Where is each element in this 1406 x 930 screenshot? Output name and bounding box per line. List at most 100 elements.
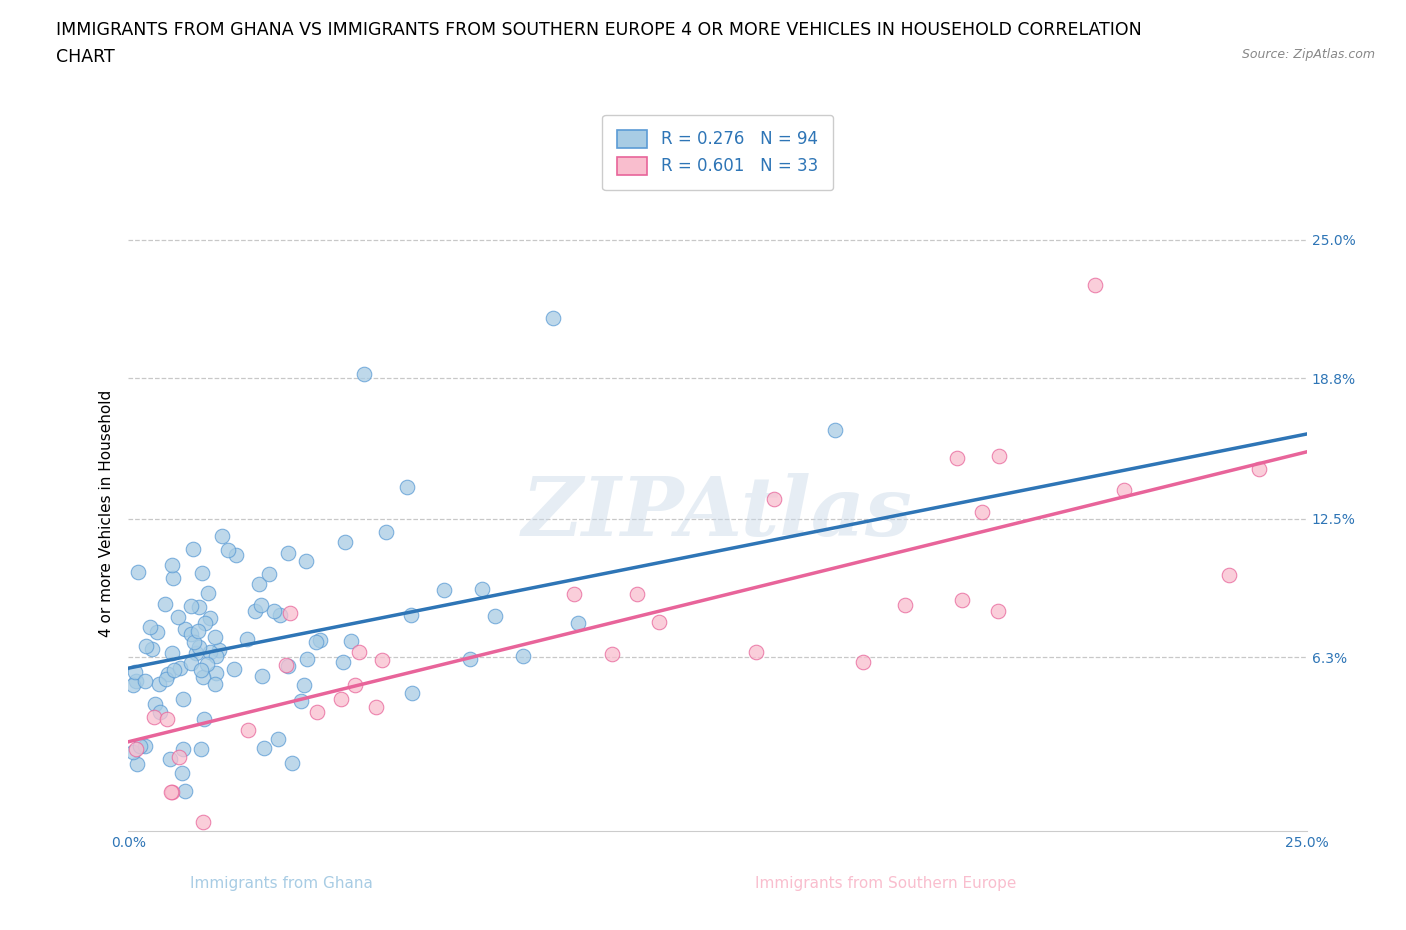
Point [122, 745, 145, 760]
Point [180, 656, 202, 671]
Text: Source: ZipAtlas.com: Source: ZipAtlas.com [1241, 48, 1375, 61]
Point [950, 592, 973, 607]
Point [190, 663, 212, 678]
Point [562, 586, 585, 601]
Point [343, 678, 366, 693]
Point [236, 631, 259, 646]
Point [894, 598, 917, 613]
Point [162, 570, 184, 585]
Point [332, 655, 354, 670]
Point [252, 669, 274, 684]
Point [541, 311, 564, 325]
Point [145, 624, 167, 639]
Text: IMMIGRANTS FROM GHANA VS IMMIGRANTS FROM SOUTHERN EUROPE 4 OR MORE VEHICLES IN H: IMMIGRANTS FROM GHANA VS IMMIGRANTS FROM… [56, 21, 1142, 39]
Point [169, 660, 191, 675]
Point [166, 610, 188, 625]
Point [238, 723, 260, 737]
Point [172, 692, 194, 707]
Point [186, 645, 208, 660]
Point [191, 670, 214, 684]
Point [247, 577, 270, 591]
Point [276, 658, 298, 672]
Point [200, 644, 222, 659]
Point [396, 480, 419, 495]
Point [309, 632, 332, 647]
Point [1114, 483, 1136, 498]
Point [399, 607, 422, 622]
Text: ZIPAtlas: ZIPAtlas [522, 473, 912, 553]
Point [153, 597, 176, 612]
Point [141, 641, 163, 656]
Point [125, 741, 148, 756]
Point [135, 639, 157, 654]
Point [208, 643, 231, 658]
Point [946, 451, 969, 466]
Point [188, 600, 211, 615]
Point [160, 557, 183, 572]
Point [972, 505, 994, 520]
Point [374, 525, 396, 539]
Point [648, 615, 671, 630]
Point [217, 542, 239, 557]
Point [148, 676, 170, 691]
Point [160, 784, 183, 799]
Point [188, 640, 211, 655]
Point [401, 685, 423, 700]
Point [138, 620, 160, 635]
Point [125, 757, 148, 772]
Point [134, 673, 156, 688]
Point [194, 616, 217, 631]
Point [364, 700, 387, 715]
Point [347, 644, 370, 659]
Text: Immigrants from Ghana: Immigrants from Ghana [190, 876, 373, 891]
Point [173, 783, 195, 798]
Point [225, 547, 247, 562]
Point [222, 661, 245, 676]
Legend: R = 0.276   N = 94, R = 0.601   N = 33: R = 0.276 N = 94, R = 0.601 N = 33 [602, 114, 832, 191]
Point [252, 740, 274, 755]
Point [626, 586, 648, 601]
Point [159, 751, 181, 766]
Point [600, 647, 623, 662]
Point [1084, 277, 1107, 292]
Point [257, 566, 280, 581]
Point [193, 711, 215, 726]
Point [335, 534, 357, 549]
Point [180, 598, 202, 613]
Point [269, 608, 291, 623]
Point [160, 785, 183, 800]
Point [353, 366, 375, 381]
Point [163, 662, 186, 677]
Point [471, 582, 494, 597]
Point [267, 732, 290, 747]
Point [295, 651, 318, 666]
Point [745, 645, 768, 660]
Point [143, 697, 166, 711]
Point [204, 676, 226, 691]
Y-axis label: 4 or more Vehicles in Household: 4 or more Vehicles in Household [100, 390, 114, 637]
Point [190, 566, 212, 581]
Point [183, 634, 205, 649]
Point [173, 621, 195, 636]
Point [127, 565, 149, 579]
Point [181, 541, 204, 556]
Point [987, 448, 1010, 463]
Point [172, 742, 194, 757]
Point [205, 648, 228, 663]
Point [290, 694, 312, 709]
Point [512, 649, 534, 664]
Point [371, 652, 394, 667]
Point [122, 677, 145, 692]
Point [243, 604, 266, 618]
Point [852, 655, 875, 670]
Point [187, 624, 209, 639]
Point [276, 658, 298, 673]
Point [197, 585, 219, 600]
Text: CHART: CHART [56, 48, 115, 66]
Point [142, 710, 165, 724]
Point [263, 604, 285, 618]
Point [277, 545, 299, 560]
Point [134, 738, 156, 753]
Point [157, 666, 180, 681]
Point [567, 616, 589, 631]
